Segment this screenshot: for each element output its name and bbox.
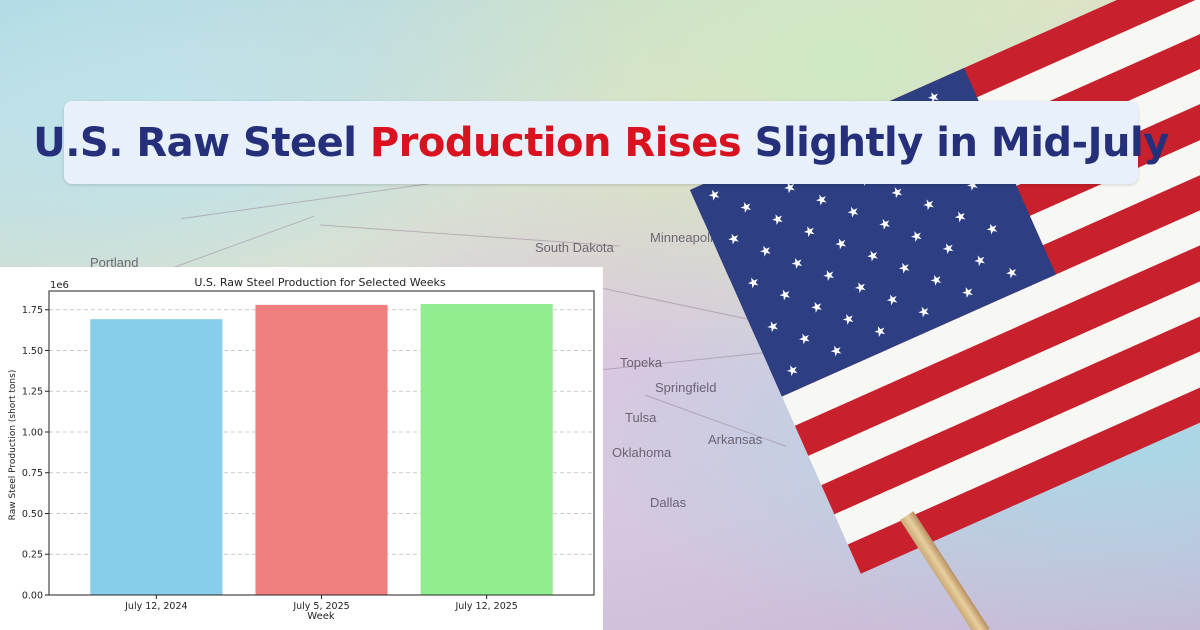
tick-layer: 0.00 0.25 0.50 0.75 1.00 1.25 1.50 1.75 July 12,… (22, 305, 518, 612)
plot-frame (48, 290, 595, 596)
x-tick-label: July 12, 2024 (124, 601, 187, 612)
flag-star-icon: ★ (1002, 263, 1021, 284)
flag-star-icon: ★ (756, 241, 775, 262)
flag-star-icon: ★ (832, 234, 851, 254)
map-border-line (181, 181, 439, 220)
flag-star-icon: ★ (876, 214, 895, 235)
flag-star-icon: ★ (871, 321, 890, 342)
x-tick-label: July 5, 2025 (292, 601, 349, 612)
map-label: Dallas (650, 495, 687, 510)
flag-star-icon: ★ (808, 297, 827, 318)
flag-star-icon: ★ (888, 183, 907, 203)
chart-panel: U.S. Raw Steel Production for Selected W… (0, 267, 603, 630)
map-label: Arkansas (708, 432, 763, 447)
y-axis-label: Raw Steel Production (short tons) (8, 370, 18, 521)
flag-star-icon: ★ (839, 309, 858, 330)
flag-star-icon: ★ (864, 246, 883, 267)
flag-star-icon: ★ (959, 282, 978, 303)
map-label: Minneapolis (650, 230, 720, 245)
headline-title: U.S. Raw Steel Production Rises Slightly… (33, 120, 1169, 166)
chart-title: U.S. Raw Steel Production for Selected W… (194, 276, 446, 289)
flag-star-icon: ★ (827, 341, 846, 362)
flag-star-icon: ★ (764, 317, 783, 337)
flag-star-icon: ★ (939, 239, 958, 259)
y-tick-label: 1.50 (22, 346, 43, 357)
y-tick-label: 0.25 (22, 550, 43, 561)
x-tick-label: July 12, 2025 (454, 601, 517, 612)
bar (255, 304, 388, 595)
flag-star-icon: ★ (883, 290, 902, 310)
flag-star-icon: ★ (915, 302, 934, 323)
y-tick-label: 0.75 (22, 468, 43, 479)
map-label: Portland (90, 255, 139, 270)
x-axis-label: Week (307, 611, 335, 622)
flag-star-icon: ★ (920, 195, 939, 215)
flag-star-icon: ★ (983, 219, 1002, 240)
flag-star-icon: ★ (927, 270, 946, 291)
bar (90, 319, 223, 595)
bar-layer (90, 304, 553, 595)
y-tick-label: 0.00 (22, 591, 43, 602)
flag-star-icon: ★ (769, 209, 787, 230)
flag-star-icon: ★ (951, 207, 970, 228)
flag-star-icon: ★ (795, 329, 814, 350)
flag-star-icon: ★ (851, 278, 870, 298)
flag-star-icon: ★ (788, 253, 807, 274)
flag-star-icon: ★ (800, 222, 819, 242)
flag-star-icon: ★ (895, 258, 914, 279)
y-offset-label: 1e6 (50, 280, 69, 291)
us-flag-image: ★★★★★★★★★★★★★★★★★★★★★★★★★★★★★★★★★★★★★★★★… (690, 0, 1200, 575)
map-label: Tulsa (625, 410, 657, 425)
flag-star-icon: ★ (971, 251, 990, 271)
y-tick-label: 1.75 (22, 305, 43, 316)
map-label: South Dakota (535, 240, 614, 255)
headline-banner: U.S. Raw Steel Production Rises Slightly… (33, 101, 1169, 184)
flag-star-icon: ★ (820, 265, 839, 286)
flag-star-icon: ★ (776, 285, 795, 306)
flag-star-icon: ★ (737, 197, 756, 218)
bar-chart: U.S. Raw Steel Production for Selected W… (8, 276, 595, 622)
flag-star-icon: ★ (844, 202, 863, 223)
flag-star-icon: ★ (725, 229, 744, 250)
flag-star-icon: ★ (783, 360, 802, 381)
flag-star-icon: ★ (812, 190, 831, 211)
map-label: Topeka (620, 355, 662, 370)
flag-star-icon: ★ (907, 226, 926, 247)
map-label: Oklahoma (612, 445, 672, 460)
headline-highlight: Production Rises (369, 119, 742, 166)
map-label: Springfield (655, 380, 717, 395)
flag-star-icon: ★ (705, 185, 724, 206)
y-tick-label: 1.00 (22, 427, 43, 438)
headline-part1: U.S. Raw Steel (33, 119, 370, 166)
flag-star-icon: ★ (744, 273, 763, 294)
headline-part2: Slightly in Mid-July (741, 119, 1170, 166)
bar (420, 304, 553, 595)
y-tick-label: 0.50 (22, 509, 43, 520)
y-tick-label: 1.25 (22, 387, 43, 398)
